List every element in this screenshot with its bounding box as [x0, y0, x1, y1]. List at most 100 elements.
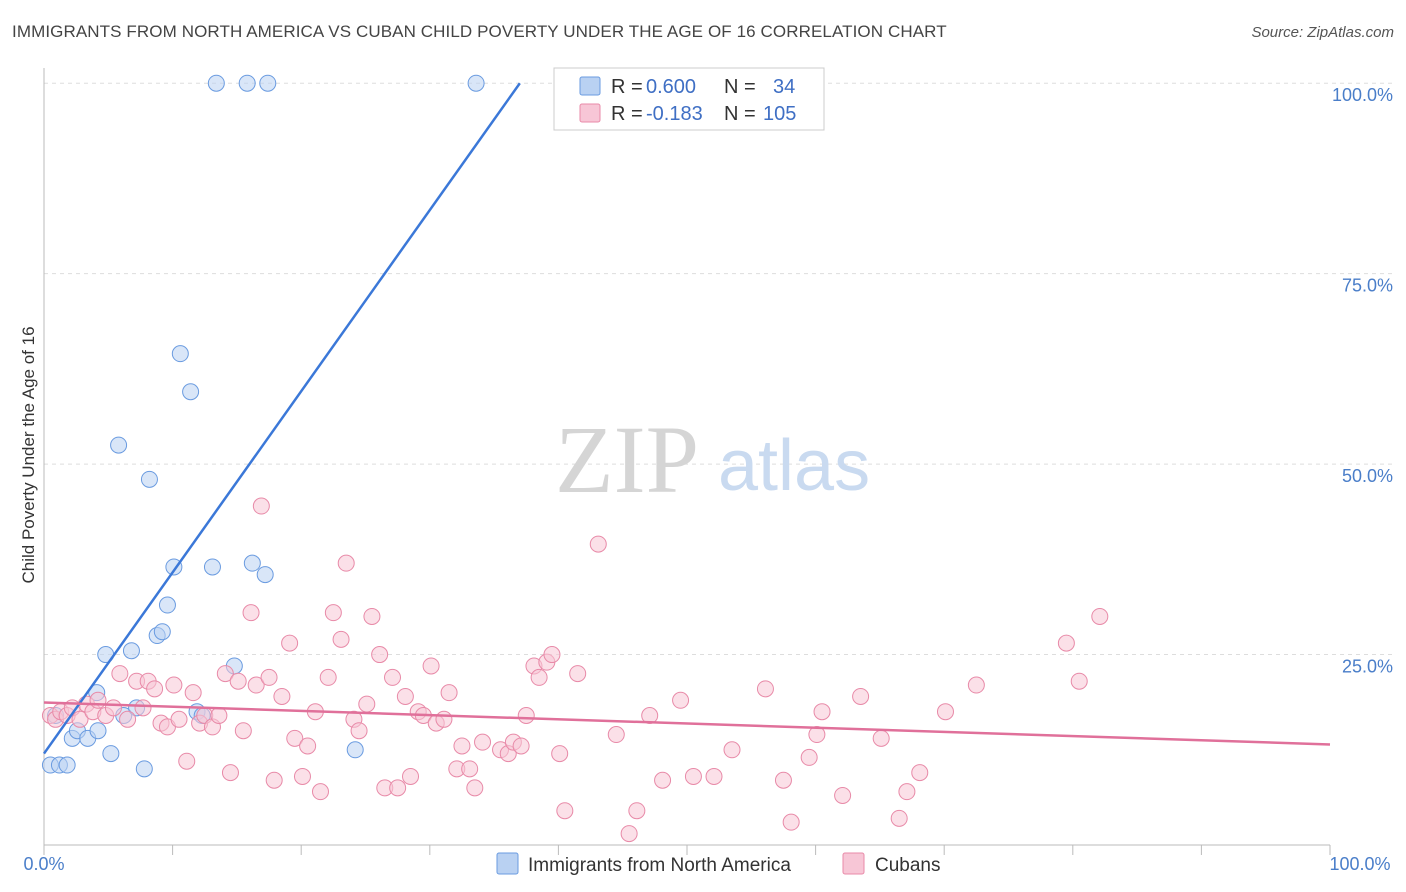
cubans-point-20: [170, 710, 188, 728]
cubans-point-56: [402, 767, 420, 785]
cubans-point-74: [530, 668, 548, 686]
cubans-point-10: [104, 699, 122, 717]
legend-r-value-1: 0.600: [646, 76, 696, 98]
cubans-point-82: [620, 825, 638, 843]
cubans-point-53: [384, 668, 402, 686]
y-tick-label-50: 50.0%: [1342, 466, 1393, 486]
cubans-point-92: [782, 813, 800, 831]
immigrants-point-28: [243, 554, 261, 572]
cubans-point-105: [1070, 672, 1088, 690]
cubans-point-93: [800, 748, 818, 766]
cubans-point-66: [466, 779, 484, 797]
watermark-zip: ZIP: [555, 406, 699, 513]
cubans-point-35: [265, 771, 283, 789]
cubans-point-16: [146, 680, 164, 698]
cubans-point-65: [461, 760, 479, 778]
cubans-point-46: [337, 554, 355, 572]
cubans-point-55: [396, 687, 414, 705]
cubans-point-102: [936, 703, 954, 721]
immigrants-point-12: [122, 642, 140, 660]
cubans-point-27: [216, 665, 234, 683]
cubans-point-59: [422, 657, 440, 675]
legend-r-label-2: R =: [611, 103, 643, 125]
cubans-point-83: [628, 802, 646, 820]
cubans-point-36: [273, 687, 291, 705]
immigrants-point-30: [256, 566, 274, 584]
cubans-point-22: [184, 684, 202, 702]
bottom-legend-swatch-cubans: [842, 852, 865, 875]
immigrants-point-15: [140, 470, 158, 488]
immigrants-point-21: [182, 383, 200, 401]
cubans-point-40: [299, 737, 317, 755]
cubans-point-64: [453, 737, 471, 755]
cubans-point-72: [517, 707, 535, 724]
legend-n-label-1: N =: [724, 76, 756, 98]
cubans-point-85: [654, 771, 672, 789]
cubans-point-12: [119, 710, 137, 728]
cubans-point-97: [852, 687, 870, 705]
cubans-point-62: [440, 684, 458, 702]
cubans-point-50: [363, 607, 381, 625]
trend-lines: [42, 82, 1331, 755]
immigrants-point-14: [135, 760, 153, 778]
watermark: ZIP atlas: [555, 406, 870, 513]
bottom-legend-label-immigrants: Immigrants from North America: [528, 855, 791, 876]
cubans-point-96: [834, 786, 852, 804]
cubans-point-95: [813, 703, 831, 721]
immigrants-point-32: [467, 74, 485, 92]
cubans-point-61: [435, 710, 453, 728]
immigrants-point-27: [238, 74, 256, 92]
immigrants-point-2: [58, 756, 76, 774]
cubans-point-39: [293, 767, 311, 785]
cubans-point-28: [221, 764, 239, 782]
cubans-point-29: [229, 672, 247, 690]
cubans-point-67: [474, 733, 492, 751]
legend-n-value-2: 105: [763, 103, 796, 125]
bottom-legend-label-cubans: Cubans: [875, 855, 941, 876]
immigrants-point-7: [89, 722, 107, 740]
cubans-point-87: [684, 767, 702, 785]
cubans-point-38: [286, 729, 304, 747]
immigrants-point-25: [207, 74, 225, 92]
immigrants-point-9: [102, 745, 120, 763]
y-tick-label-75: 75.0%: [1342, 276, 1393, 296]
immigrants-point-29: [259, 74, 277, 92]
series-legend: Immigrants from North America Cubans: [496, 852, 941, 876]
y-axis-label: Child Poverty Under the Age of 16: [19, 326, 38, 583]
cubans-point-104: [1057, 634, 1075, 652]
cubans-point-32: [247, 676, 265, 694]
cubans-point-33: [252, 497, 270, 515]
cubans-point-48: [350, 722, 368, 740]
cubans-point-77: [551, 745, 569, 763]
watermark-atlas: atlas: [718, 426, 870, 506]
y-tick-label-25: 25.0%: [1342, 657, 1393, 677]
immigrants-point-10: [110, 436, 128, 454]
cubans-point-54: [389, 779, 407, 797]
immigrants-trend-line: [42, 82, 521, 755]
cubans-point-14: [134, 699, 152, 717]
cubans-point-71: [512, 737, 530, 755]
chart-title: IMMIGRANTS FROM NORTH AMERICA VS CUBAN C…: [12, 22, 947, 41]
legend-swatch-immigrants: [579, 76, 601, 96]
immigrants-point-31: [346, 741, 364, 759]
x-tick-label-max: 100.0%: [1329, 854, 1390, 874]
cubans-point-51: [371, 646, 389, 664]
immigrants-point-17: [153, 623, 171, 641]
series-cubans-points: [41, 497, 1109, 843]
legend-n-value-1: 34: [773, 76, 795, 98]
cubans-point-5: [71, 710, 89, 728]
cubans-point-30: [234, 722, 252, 740]
legend-swatch-cubans: [579, 103, 601, 123]
legend-r-label-1: R =: [611, 76, 643, 98]
cubans-point-90: [756, 680, 774, 698]
legend-r-value-2: -0.183: [646, 103, 703, 125]
immigrants-point-24: [203, 558, 221, 576]
cubans-point-100: [898, 783, 916, 801]
cubans-point-86: [672, 691, 690, 709]
cubans-point-31: [242, 604, 260, 622]
cubans-trend-line: [43, 701, 1331, 746]
cubans-point-37: [281, 634, 299, 652]
cubans-point-91: [774, 771, 792, 789]
cubans-point-11: [111, 665, 129, 683]
